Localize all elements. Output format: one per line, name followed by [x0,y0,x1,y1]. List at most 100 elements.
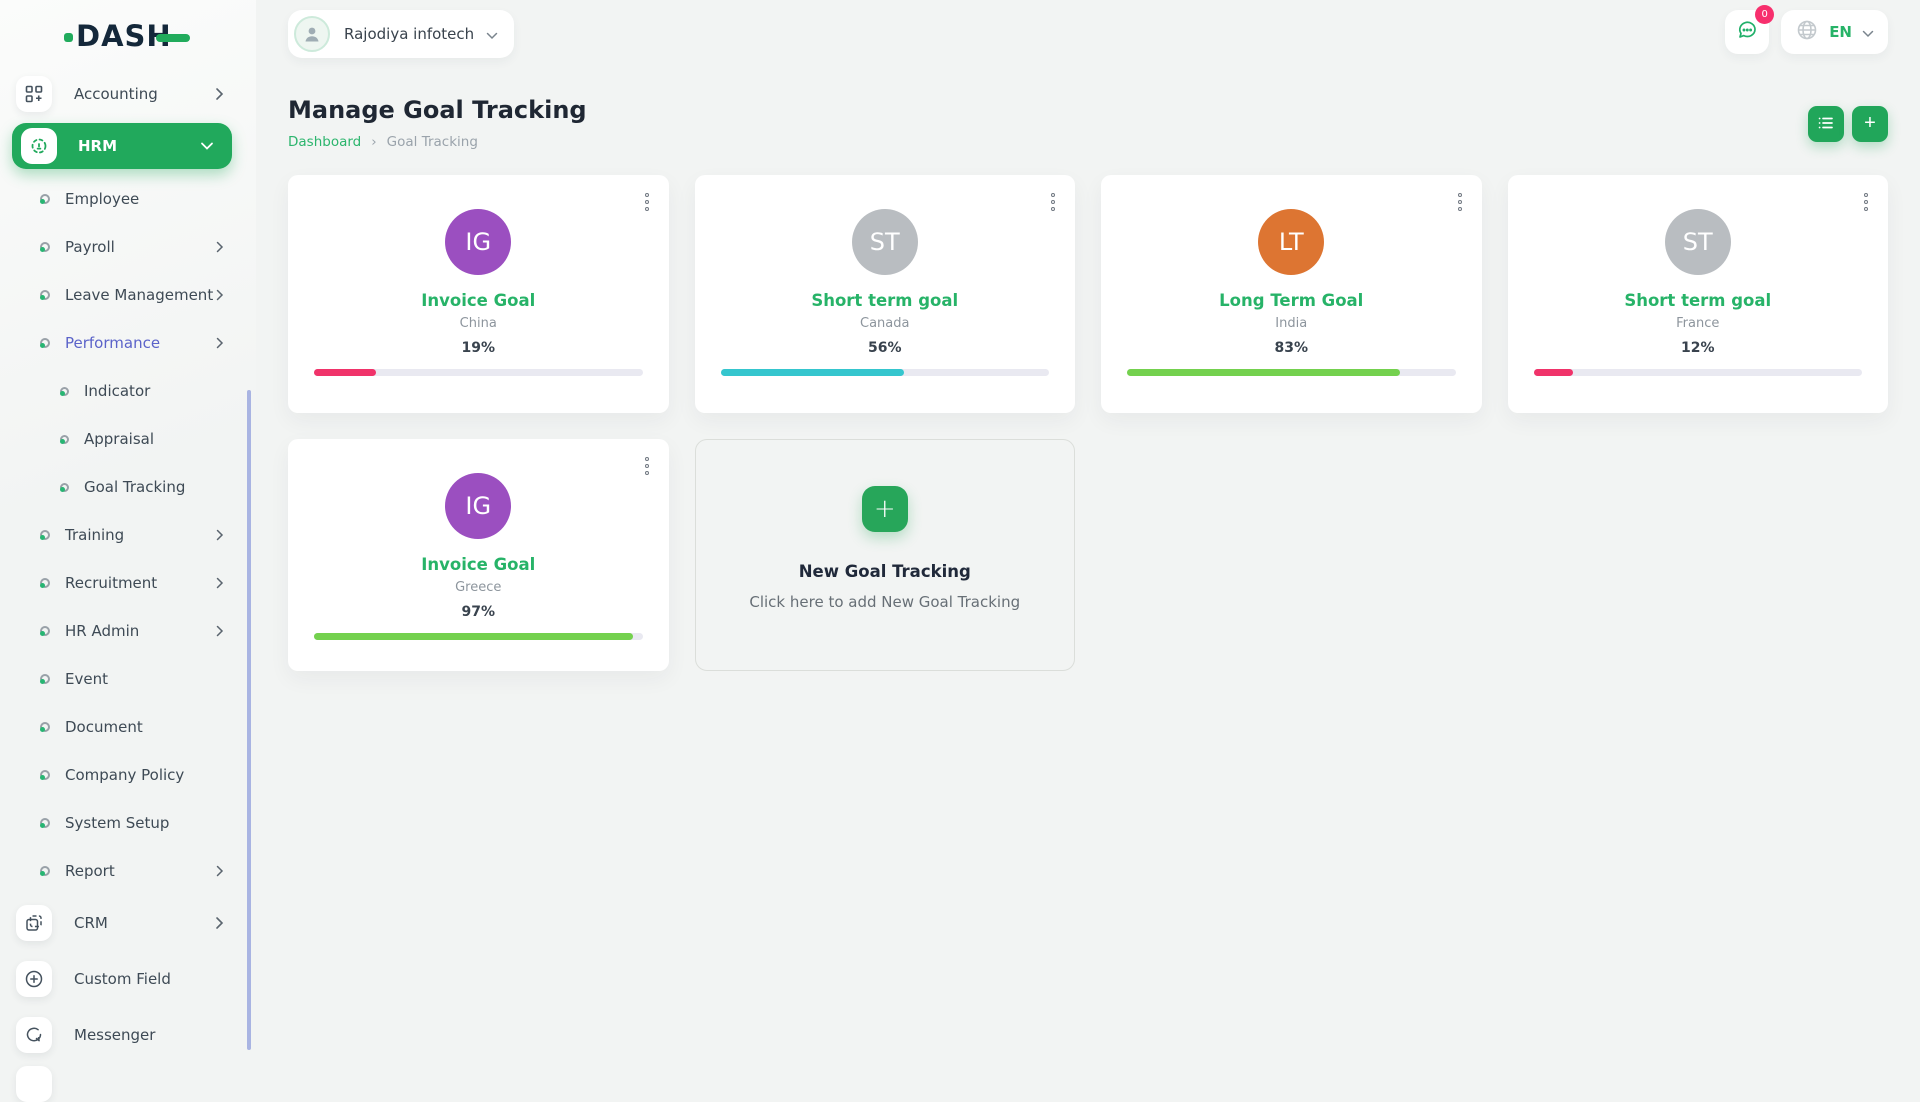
globe-icon [1795,18,1819,46]
sidebar-item-custom-field[interactable]: Custom Field [0,951,256,1007]
goal-percent: 19% [461,340,495,356]
topbar-right: 0 EN [1725,5,1888,54]
kebab-menu-icon[interactable] [643,191,651,213]
apps-add-icon [16,76,52,112]
goal-percent: 12% [1680,340,1715,356]
bullet-icon [40,674,50,684]
sidebar-item-label: Custom Field [74,970,171,988]
sidebar-item-performance[interactable]: Performance [0,319,256,367]
sidebar-item-label: System Setup [65,814,170,832]
sidebar-item-label: HRM [78,137,118,155]
sidebar-item-hr-admin[interactable]: HR Admin [0,607,256,655]
company-name: Rajodiya infotech [344,25,475,43]
chat-notifications-button[interactable]: 0 [1725,5,1775,54]
new-goal-tracking-card[interactable]: + New Goal Tracking Click here to add Ne… [694,439,1075,671]
copy-icon [16,905,52,941]
kebab-menu-icon[interactable] [1049,191,1057,213]
dash-logo: DASH [64,18,190,54]
plus-icon: + [1864,112,1876,134]
bullet-icon [40,626,50,636]
logo-dot [64,32,73,42]
chevron-right-icon [216,289,224,301]
sidebar-item-payroll[interactable]: Payroll [0,223,256,271]
sidebar-item-label: Messenger [74,1026,156,1044]
goal-title-link[interactable]: Short term goal [811,291,959,310]
sidebar-item-label: HR Admin [65,622,140,640]
list-icon [1818,116,1834,133]
sidebar-item-messenger[interactable]: Messenger [0,1007,256,1063]
goal-card: ST Short term goal Canada 56% [694,175,1075,413]
sidebar-item-label: Recruitment [65,574,158,592]
plus-icon: + [861,486,908,532]
sidebar-item-recruitment[interactable]: Recruitment [0,559,256,607]
sidebar-item-system-setup[interactable]: System Setup [0,799,256,847]
avatar: ST [851,209,918,275]
bullet-icon [60,482,69,492]
sidebar-item-label: Document [65,718,143,736]
sidebar-item-label: Training [65,526,125,544]
sidebar-item-employee[interactable]: Employee [0,175,256,223]
kebab-menu-icon[interactable] [1456,191,1464,213]
sidebar: DASH Accounting [0,0,256,1102]
sidebar-item-event[interactable]: Event [0,655,256,703]
sidebar-item-indicator[interactable]: Indicator [0,367,256,415]
breadcrumb-dashboard-link[interactable]: Dashboard [288,134,362,150]
progress-fill [1127,369,1400,376]
progress-fill [1533,369,1573,376]
avatar: ST [1664,209,1731,275]
sidebar-item-company-policy[interactable]: Company Policy [0,751,256,799]
progress-track [314,369,643,376]
progress-fill [720,369,905,376]
sidebar-item-report[interactable]: Report [0,847,256,895]
kebab-menu-icon[interactable] [1862,191,1870,213]
sidebar-item-appraisal[interactable]: Appraisal [0,415,256,463]
goal-country: Greece [455,580,502,595]
sidebar-item-leave-management[interactable]: Leave Management [0,271,256,319]
language-selector[interactable]: EN [1781,10,1888,54]
goal-title-link[interactable]: Invoice Goal [421,555,536,574]
company-selector[interactable]: Rajodiya infotech [288,10,515,58]
sidebar-item-label: Accounting [74,85,158,103]
bullet-icon [40,866,50,876]
list-view-button[interactable] [1808,106,1844,142]
chevron-right-icon [216,337,224,349]
sidebar-item-crm[interactable]: CRM [0,895,256,951]
bullet-icon [40,722,50,732]
chevron-down-icon [486,25,498,44]
chevron-right-icon [216,529,224,541]
bullet-icon [60,434,69,444]
sidebar-item-goal-tracking[interactable]: Goal Tracking [0,463,256,511]
bullet-icon [40,818,50,828]
sidebar-item-label: Employee [65,190,140,208]
sidebar-item-label: CRM [74,914,108,932]
breadcrumb-separator: › [371,134,377,150]
sidebar-item-label: Company Policy [65,766,185,784]
goal-title-link[interactable]: Invoice Goal [421,291,536,310]
goal-card: IG Invoice Goal Greece 97% [288,439,669,671]
goal-title-link[interactable]: Short term goal [1624,291,1772,310]
kebab-menu-icon[interactable] [643,455,651,477]
sidebar-item-label: Report [65,862,115,880]
sidebar-item-training[interactable]: Training [0,511,256,559]
bullet-icon [60,386,69,396]
chevron-right-icon [216,577,224,589]
avatar: IG [445,209,512,275]
chevron-down-icon [1862,23,1874,42]
bullet-icon [40,770,50,780]
goal-percent: 56% [867,340,902,356]
goal-country: Canada [860,316,910,331]
sidebar-scrollbar[interactable] [247,390,251,1050]
sidebar-peek-icon-box [16,1066,52,1102]
goal-title-link[interactable]: Long Term Goal [1219,291,1364,310]
chat-icon [16,1017,52,1053]
bullet-icon [40,530,50,540]
sidebar-item-accounting[interactable]: Accounting [0,70,256,118]
goal-country: France [1676,316,1720,331]
sidebar-item-hrm-active[interactable]: HRM [12,123,232,169]
goal-card: ST Short term goal France 12% [1507,175,1888,413]
chevron-right-icon [216,625,224,637]
sidebar-item-label: Event [65,670,108,688]
sidebar-item-document[interactable]: Document [0,703,256,751]
bullet-icon [40,290,50,300]
add-goal-button[interactable]: + [1852,106,1888,142]
